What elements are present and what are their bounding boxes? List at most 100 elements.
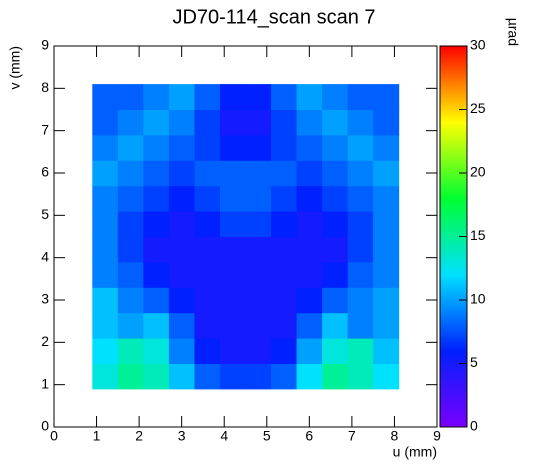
heatmap-cell (219, 287, 246, 314)
heatmap-cell (219, 236, 246, 263)
heatmap-cell (296, 338, 323, 364)
heatmap-cell (322, 211, 349, 237)
heatmap-cell (322, 236, 349, 263)
heatmap-cell (219, 261, 246, 288)
colorbar-tick-label: 25 (470, 100, 486, 116)
heatmap-cell (117, 236, 144, 263)
heatmap-cell (271, 134, 298, 161)
heatmap-cell (117, 312, 144, 339)
heatmap-cell (219, 338, 246, 364)
heatmap-cell (194, 261, 221, 288)
heatmap-cell (92, 287, 119, 314)
heatmap-cell (271, 312, 298, 339)
x-tick-label: 5 (263, 428, 271, 444)
colorbar-tick-label: 15 (470, 227, 486, 243)
heatmap-cell (322, 185, 349, 212)
heatmap-cell (143, 211, 170, 237)
heatmap-cell (322, 363, 349, 390)
heatmap-cell (245, 363, 272, 390)
heatmap-cell (347, 134, 374, 161)
heatmap-cell (245, 338, 272, 364)
heatmap-cell (143, 134, 170, 161)
heatmap-cell (117, 134, 144, 161)
heatmap-cell (168, 160, 195, 187)
colorbar-tick-label: 30 (470, 37, 486, 53)
heatmap-cell (373, 109, 400, 136)
heatmap-cell (168, 84, 195, 110)
heatmap-cell (143, 109, 170, 136)
heatmap-cell (143, 287, 170, 314)
heatmap-cell (245, 211, 272, 237)
heatmap-cell (219, 160, 246, 187)
heatmap-cell (219, 363, 246, 390)
heatmap-cell (373, 261, 400, 288)
colorbar-label: µrad (505, 18, 521, 46)
heatmap-cell (347, 338, 374, 364)
heatmap-cell (271, 363, 298, 390)
heatmap-cell (117, 338, 144, 364)
heatmap-cell (194, 287, 221, 314)
heatmap-cell (322, 287, 349, 314)
heatmap-cell (219, 109, 246, 136)
heatmap-cell (296, 287, 323, 314)
heatmap-cell (143, 160, 170, 187)
heatmap-cell (143, 338, 170, 364)
heatmap-cell (271, 84, 298, 110)
heatmap-cell (168, 236, 195, 263)
heatmap-cell (347, 211, 374, 237)
heatmap-cell (92, 211, 119, 237)
heatmap-cell (347, 287, 374, 314)
x-tick-label: 7 (348, 428, 356, 444)
heatmap-cell (117, 261, 144, 288)
heatmap-cell (271, 261, 298, 288)
heatmap-cell (347, 109, 374, 136)
heatmap-cell (168, 261, 195, 288)
heatmap-cell (168, 211, 195, 237)
y-tick-label: 0 (41, 418, 49, 434)
heatmap-cell (219, 312, 246, 339)
x-tick-label: 0 (50, 428, 58, 444)
heatmap-cell (92, 109, 119, 136)
heatmap-cell (168, 109, 195, 136)
heatmap-cell (219, 211, 246, 237)
x-tick-label: 8 (391, 428, 399, 444)
y-tick-label: 1 (41, 375, 49, 391)
heatmap-cell (322, 261, 349, 288)
heatmap-cell (271, 160, 298, 187)
x-tick-label: 9 (433, 428, 441, 444)
heatmap-cell (296, 109, 323, 136)
heatmap-cell (194, 84, 221, 110)
heatmap-cell (296, 211, 323, 237)
heatmap-cell (322, 84, 349, 110)
heatmap-cell (271, 236, 298, 263)
heatmap-cell (143, 236, 170, 263)
heatmap-cell (271, 109, 298, 136)
heatmap-cell (92, 185, 119, 212)
heatmap-cell (322, 109, 349, 136)
heatmap-cell (271, 287, 298, 314)
heatmap-cell (194, 211, 221, 237)
plot-frame (53, 45, 438, 428)
y-tick-label: 2 (41, 333, 49, 349)
heatmap-cell (296, 261, 323, 288)
x-tick-label: 4 (220, 428, 228, 444)
heatmap-cell (296, 185, 323, 212)
heatmap-cell (194, 338, 221, 364)
y-tick-label: 9 (41, 37, 49, 53)
heatmap-cell (271, 185, 298, 212)
heatmap-cell (373, 312, 400, 339)
heatmap-cell (245, 261, 272, 288)
y-tick-label: 5 (41, 206, 49, 222)
heatmap-cell (92, 312, 119, 339)
y-tick-label: 6 (41, 164, 49, 180)
heatmap-cell (92, 84, 119, 110)
heatmap-cell (296, 363, 323, 390)
heatmap-cell (373, 84, 400, 110)
x-tick-label: 6 (305, 428, 313, 444)
heatmap-cell (117, 84, 144, 110)
x-tick-label: 3 (178, 428, 186, 444)
heatmap-cell (117, 160, 144, 187)
heatmap-cell (347, 312, 374, 339)
heatmap-cell (245, 134, 272, 161)
heatmap-cell (92, 236, 119, 263)
